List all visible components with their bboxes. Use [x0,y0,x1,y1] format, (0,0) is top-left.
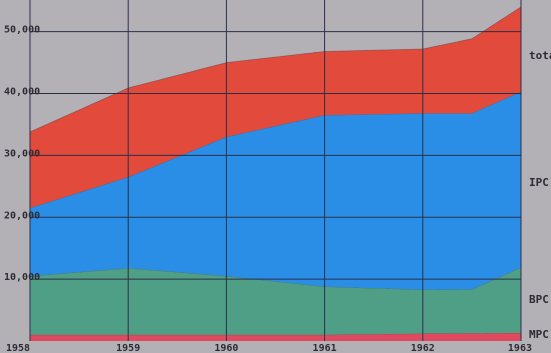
area-ipc [30,91,521,290]
x-tick-labels: 1958 1959 1960 1961 1962 1963 [6,343,532,353]
x-tick-label: 1961 [313,343,337,353]
y-tick-label: 30,000 [4,148,40,159]
y-tick-labels: 10,000 20,000 30,000 40,000 50,000 [4,25,40,283]
series-labels: MPC BPC IPC total [529,49,551,341]
x-tick-label: 1959 [116,343,140,353]
y-tick-label: 20,000 [4,210,40,221]
series-label-mpc: MPC [529,328,549,341]
series-label-ipc: IPC [529,176,549,189]
y-tick-label: 50,000 [4,25,40,36]
series-label-bpc: BPC [529,293,549,306]
x-tick-label: 1958 [6,343,30,353]
series-label-total: total [529,49,551,62]
x-tick-label: 1963 [508,343,532,353]
x-tick-label: 1960 [214,343,238,353]
series-areas [29,6,522,341]
edge-total [29,6,522,133]
area-total [30,6,521,208]
x-tick-label: 1962 [411,343,435,353]
y-tick-label: 10,000 [4,272,40,283]
y-tick-label: 40,000 [4,87,40,98]
area-bpc [30,267,521,335]
grid-lines [29,0,522,341]
area-mpc [30,332,521,341]
